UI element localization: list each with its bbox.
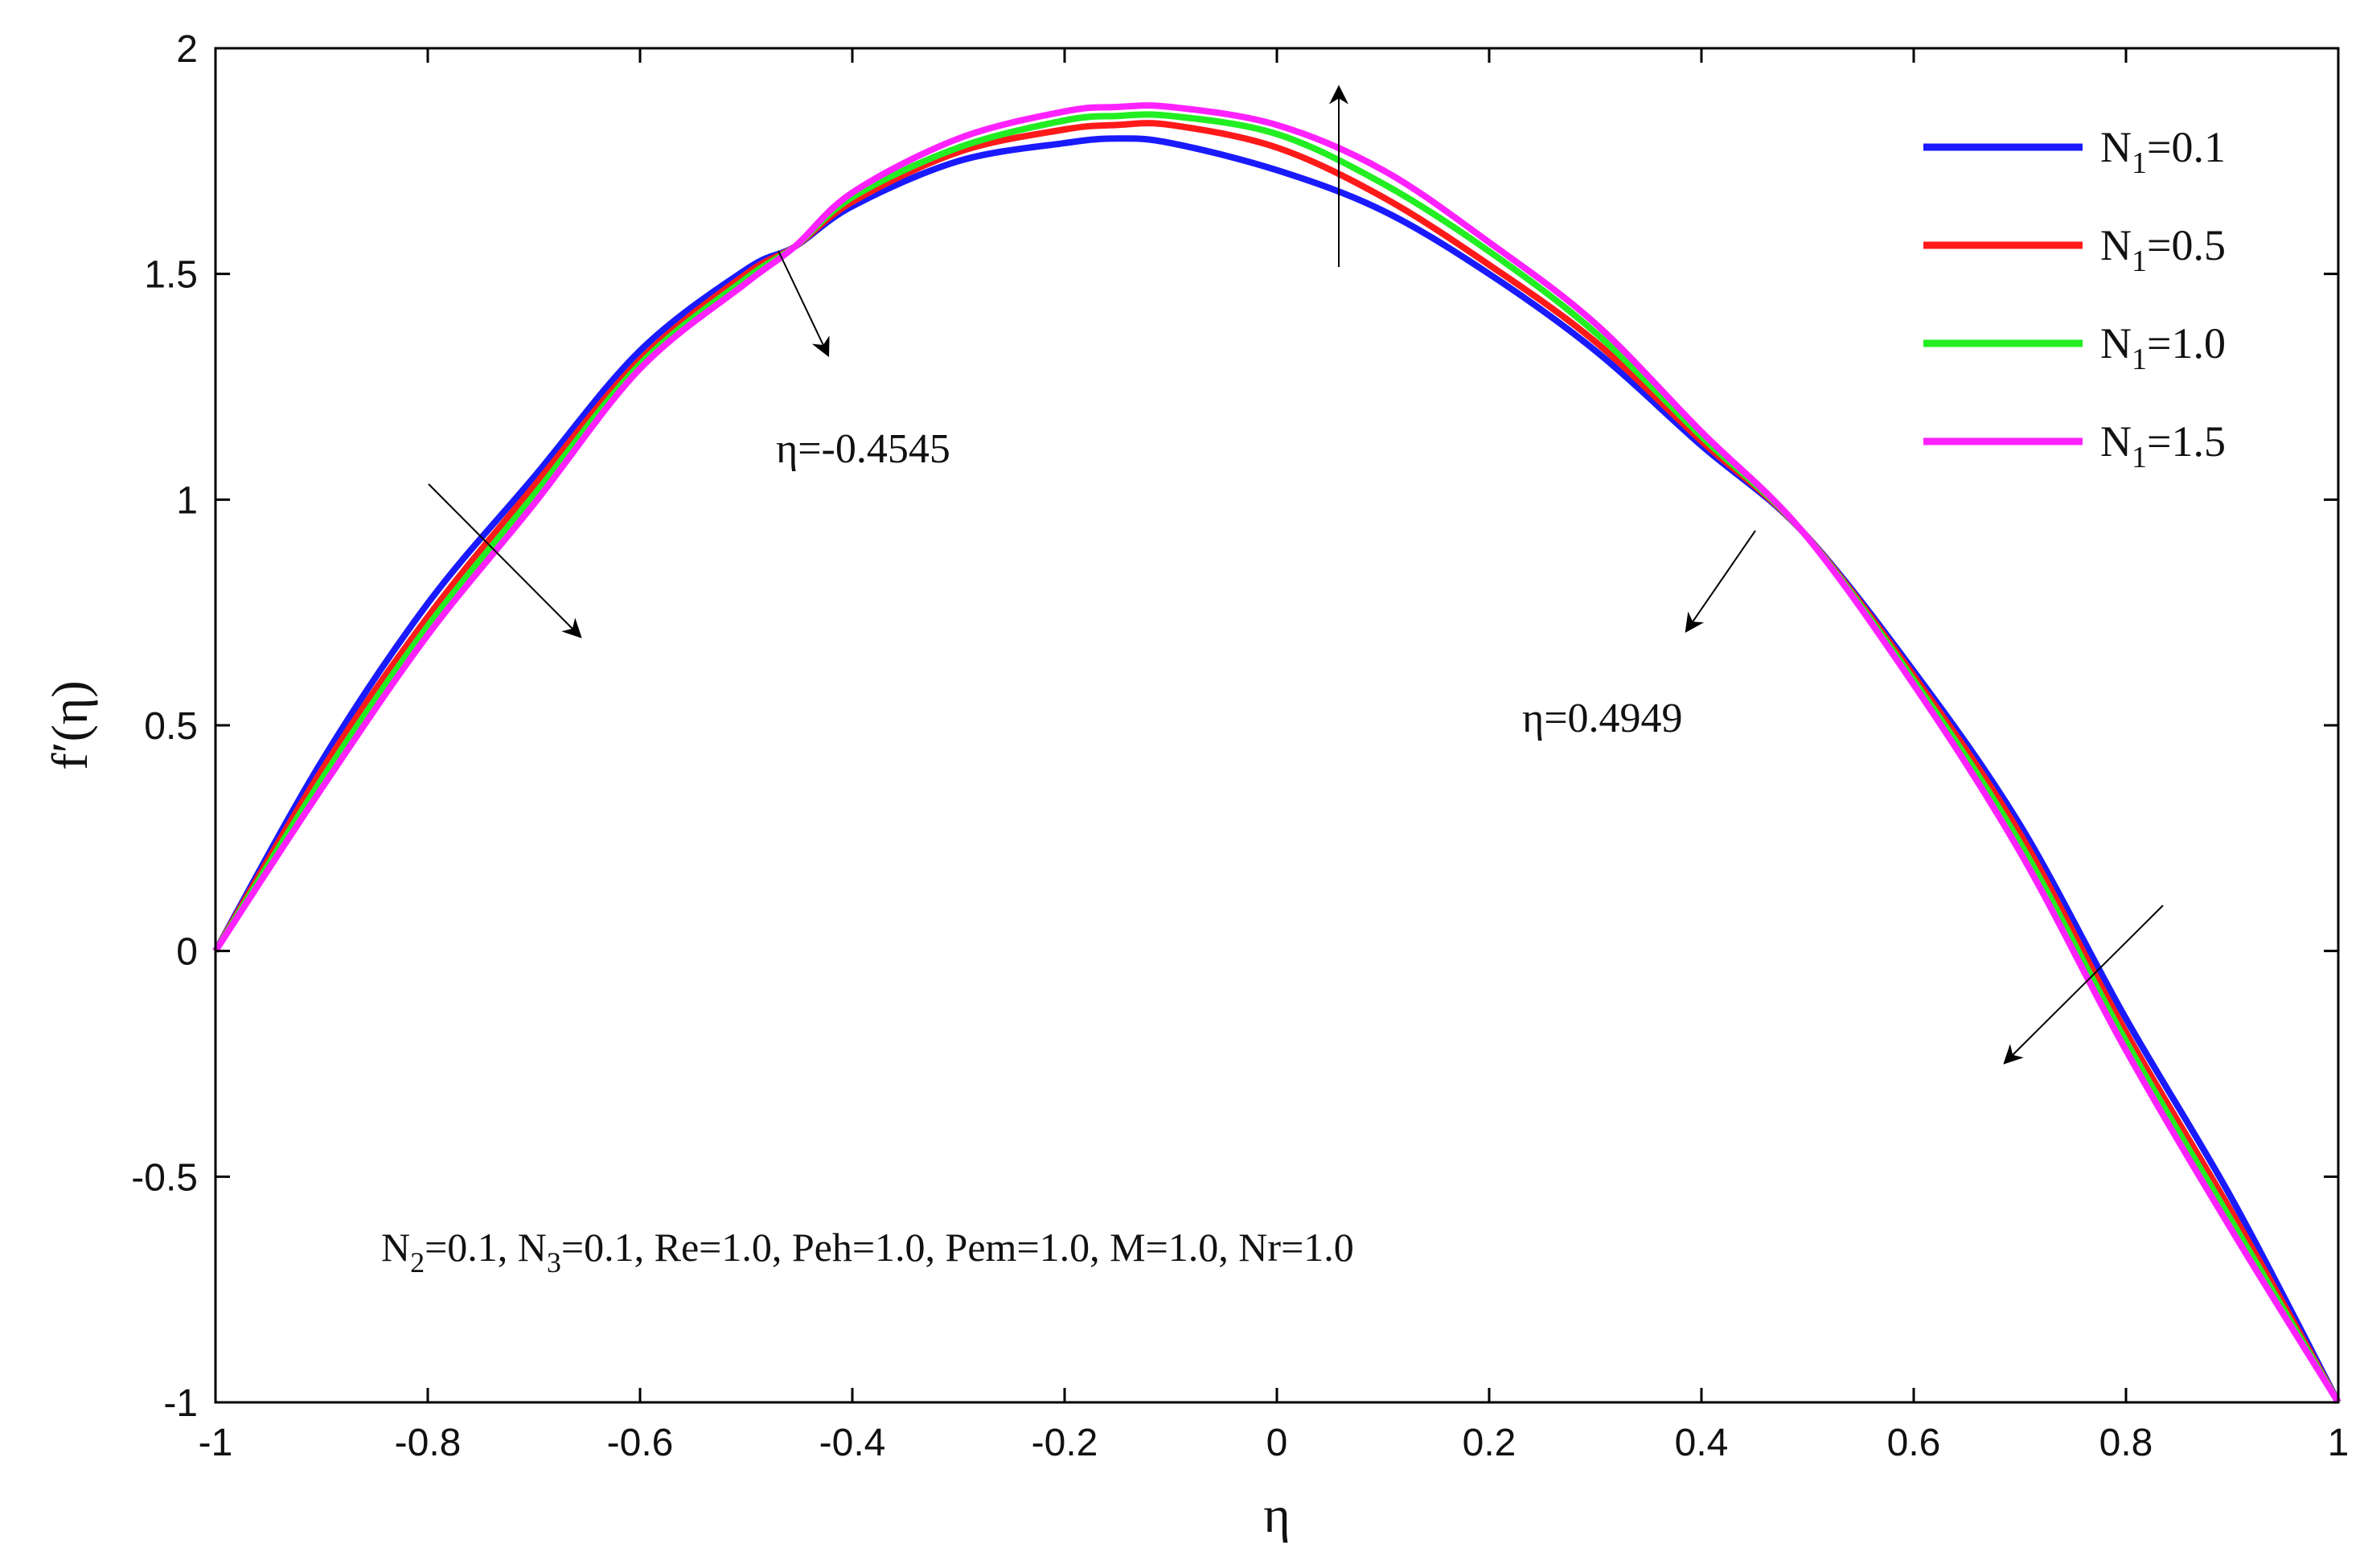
right-crossing-arrow [1685,530,1756,633]
left-crossing-label: η=-0.4545 [776,426,950,472]
legend-label: N1=0.1 [2100,123,2226,180]
y-tick-label: -0.5 [131,1156,198,1199]
x-tick-label: 0 [1266,1422,1288,1464]
right-crossing-label: η=0.4949 [1522,696,1683,741]
x-tick-label: 1 [2328,1422,2350,1464]
x-tick-label: -0.6 [607,1422,674,1464]
x-tick-label: -0.8 [395,1422,462,1464]
plot-frame [214,47,2340,1404]
series-line-2 [212,120,2341,1404]
series-line-1 [212,135,2341,1404]
series-layer [212,102,2341,1405]
x-tick-label: 0.4 [1675,1422,1729,1464]
y-tick-label: 1 [176,479,198,522]
x-tick-label: -0.4 [819,1422,886,1464]
series-line-3 [212,111,2341,1405]
legend-label: N1=1.0 [2100,319,2226,376]
x-tick-label: 0.2 [1463,1422,1516,1464]
series-line-4 [212,102,2341,1405]
legend-label: N1=1.5 [2100,417,2226,474]
legend-label: N1=0.5 [2100,221,2226,278]
left-crossing-arrow [778,250,830,358]
plot-background [215,48,2338,1402]
left-slope-arrow [428,483,582,638]
y-tick-label: 0.5 [144,705,198,748]
y-tick-label: 1.5 [144,254,198,297]
y-tick-label: 2 [176,28,198,71]
legend: N1=0.1 N1=0.5 N1=1.0 N1=1.5 [1923,123,2226,474]
x-tick-label: 0.6 [1887,1422,1941,1464]
y-axis-title: f′(η) [41,680,98,770]
y-tick-label: 0 [176,931,198,974]
x-tick-label: -1 [199,1422,233,1464]
ticks-layer: -1 -0.8 -0.6 -0.4 -0.2 0 0.2 0.4 0.6 0.8 1 -1 -0.5 0 0… [131,28,2349,1464]
x-tick-label: 0.8 [2099,1422,2153,1464]
x-tick-label: -0.2 [1032,1422,1098,1464]
parameters-annotation: N2=0.1, N3=0.1, Re=1.0, Peh=1.0, Pem=1.0… [381,1225,1354,1279]
x-axis-title: η [1263,1486,1290,1543]
y-tick-label: -1 [163,1382,198,1425]
annotation-arrows [428,84,2164,1065]
right-slope-arrow [2003,905,2164,1065]
